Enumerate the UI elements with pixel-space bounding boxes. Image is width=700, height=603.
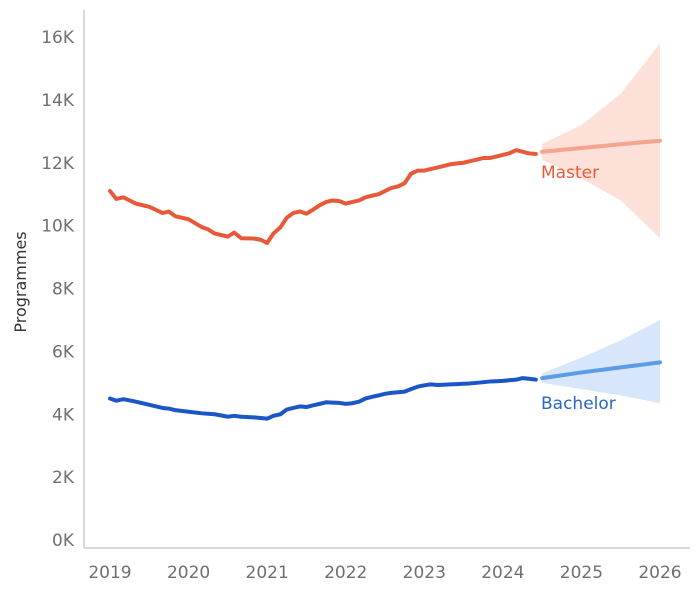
- forecast-line-bachelor: [540, 360, 662, 381]
- series-line-master: [108, 148, 538, 245]
- x-tick-label: 2025: [560, 563, 603, 583]
- axes: [83, 10, 690, 549]
- y-tick-label: 14K: [41, 91, 75, 111]
- x-tick-label: 2026: [638, 563, 681, 583]
- x-tick-label: 2019: [88, 563, 131, 583]
- series-labels: Master Bachelor: [541, 163, 616, 414]
- series-label-bachelor: Bachelor: [541, 394, 616, 414]
- y-tick-label: 4K: [52, 405, 75, 425]
- y-tick-label: 2K: [52, 468, 75, 488]
- y-tick-label: 10K: [41, 217, 75, 237]
- x-tick-label: 2022: [324, 563, 367, 583]
- tick-labels: 0K 2K 4K 6K 8K 10K 12K 14K 16K 2019 2020 2021 2022 20…: [41, 28, 681, 583]
- x-tick-label: 2021: [246, 563, 289, 583]
- x-tick-label: 2024: [481, 563, 524, 583]
- series-line-bachelor: [108, 376, 538, 421]
- y-tick-label: 16K: [41, 28, 75, 48]
- forecast-bands: [542, 43, 660, 404]
- forecast-band-master: [542, 43, 660, 239]
- y-tick-label: 6K: [52, 342, 75, 362]
- y-axis-title: Programmes: [11, 231, 30, 332]
- forecast-line-master: [540, 138, 662, 154]
- y-tick-label: 0K: [52, 531, 75, 551]
- x-tick-label: 2023: [403, 563, 446, 583]
- series-lines: [108, 138, 662, 421]
- y-tick-label: 8K: [52, 280, 75, 300]
- x-tick-label: 2020: [167, 563, 210, 583]
- y-tick-label: 12K: [41, 154, 75, 174]
- forecast-band-bachelor: [542, 319, 660, 404]
- series-label-master: Master: [541, 163, 599, 183]
